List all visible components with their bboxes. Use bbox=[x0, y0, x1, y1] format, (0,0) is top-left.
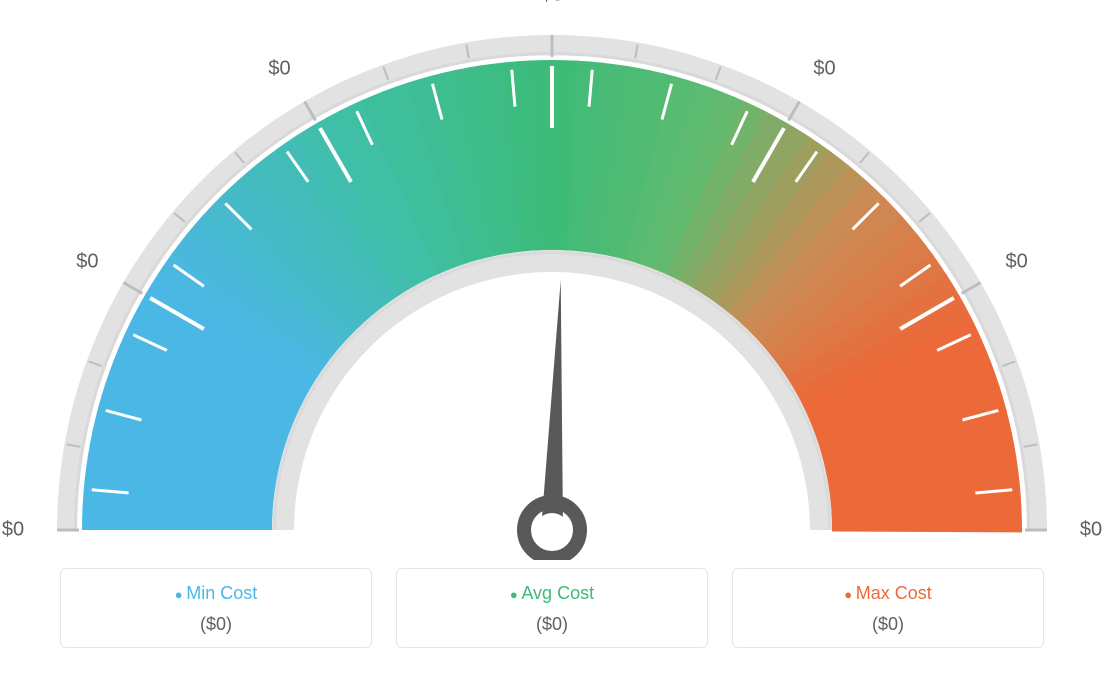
legend-avg-value: ($0) bbox=[397, 614, 707, 635]
gauge-chart: $0 $0 $0 $0 $0 $0 $0 bbox=[0, 0, 1104, 560]
gauge-tick-label: $0 bbox=[1080, 519, 1102, 542]
gauge-tick-label: $0 bbox=[813, 58, 835, 81]
gauge-tick-label: $0 bbox=[541, 0, 563, 7]
gauge-svg bbox=[0, 0, 1104, 560]
legend-min-value: ($0) bbox=[61, 614, 371, 635]
legend-min-title: Min Cost bbox=[61, 583, 371, 604]
legend-card-min: Min Cost ($0) bbox=[60, 568, 372, 648]
gauge-tick-label: $0 bbox=[268, 58, 290, 81]
legend-avg-title: Avg Cost bbox=[397, 583, 707, 604]
legend-card-max: Max Cost ($0) bbox=[732, 568, 1044, 648]
legend-row: Min Cost ($0) Avg Cost ($0) Max Cost ($0… bbox=[0, 568, 1104, 648]
gauge-tick-label: $0 bbox=[1006, 250, 1028, 273]
gauge-tick-label: $0 bbox=[76, 250, 98, 273]
legend-card-avg: Avg Cost ($0) bbox=[396, 568, 708, 648]
gauge-tick-label: $0 bbox=[2, 519, 24, 542]
legend-max-title: Max Cost bbox=[733, 583, 1043, 604]
legend-max-value: ($0) bbox=[733, 614, 1043, 635]
